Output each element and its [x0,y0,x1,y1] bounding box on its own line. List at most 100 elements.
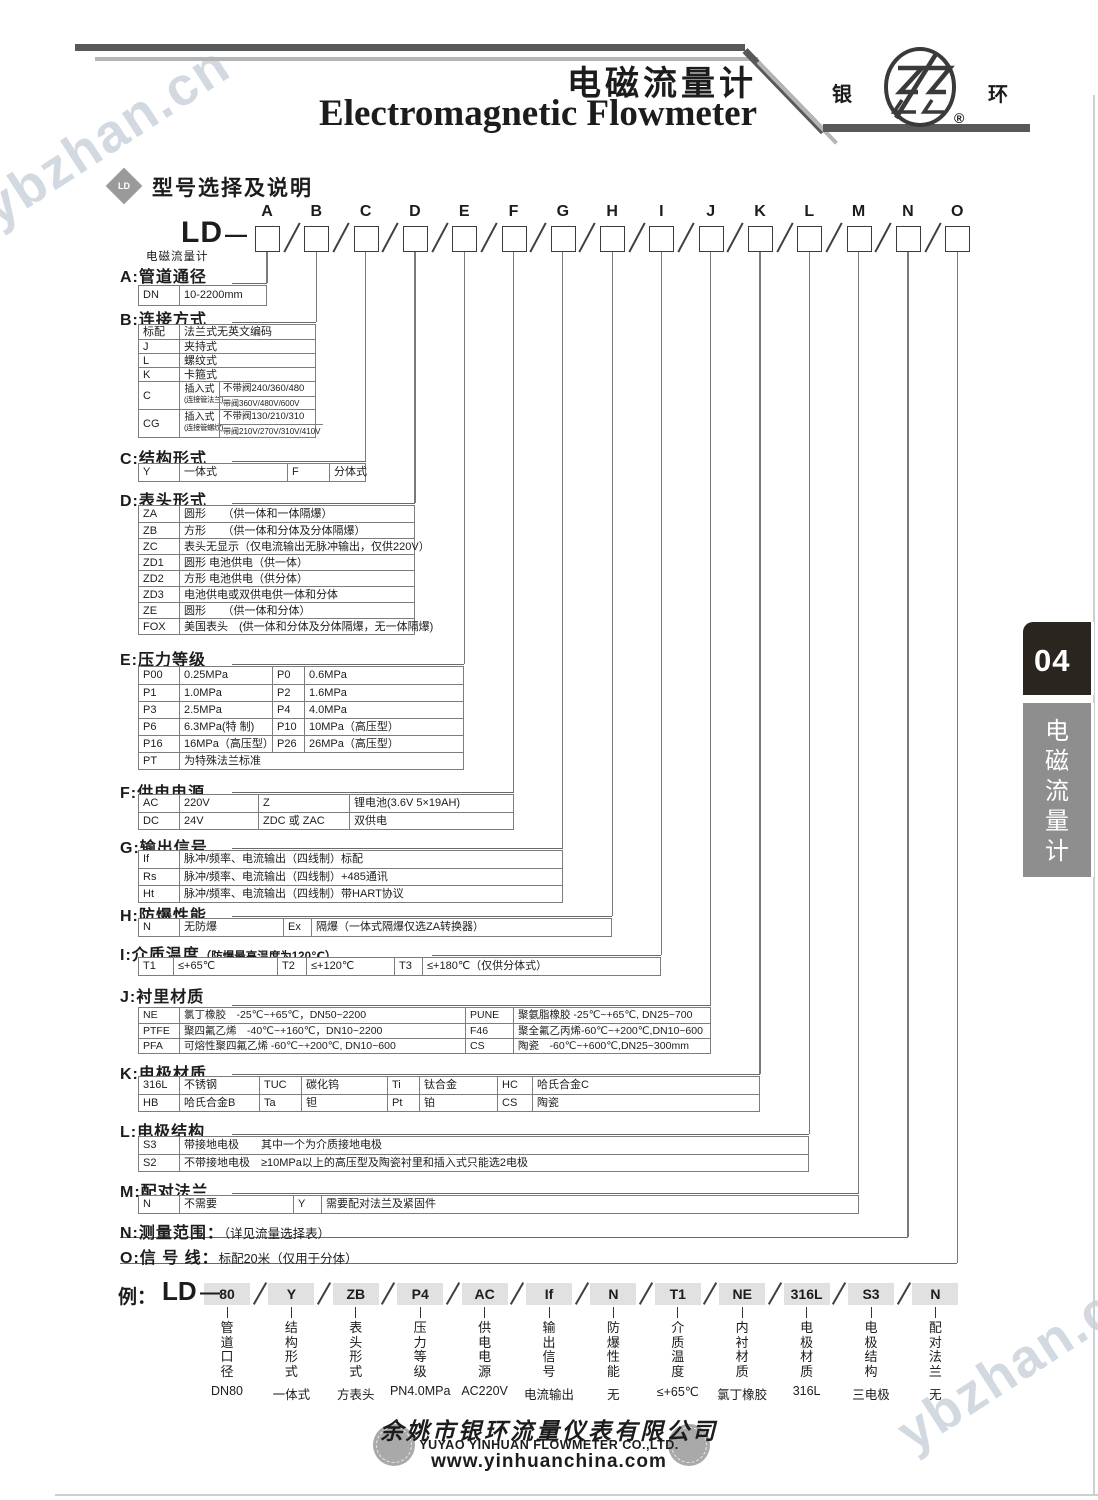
connector-line-I [660,252,663,955]
code-cell: P0 [272,667,304,684]
spec-table-M: N 不需要 Y 需要配对法兰及紧固件 [138,1195,859,1214]
section-title-text: O:信 号 线： [120,1250,219,1267]
code-cell: ZE [143,605,158,617]
code-cell: AC [143,797,159,809]
example-tick-line [484,1307,486,1318]
tab-border-line [1092,622,1094,695]
slash-separator [896,1282,911,1305]
code-cell: ZA [143,508,158,520]
example-tick-line [548,1307,550,1318]
spec-table-I: T1 ≤+65℃ T2 ≤+120℃ T3 ≤+180℃（仅供分体式） [138,957,662,976]
example-code-box: N [912,1283,959,1305]
slash-separator [767,1282,782,1305]
desc-cell: 法兰式无英文编码 [179,325,315,339]
desc-cell: 6.3MPa(特 制) [179,719,272,736]
ld-diamond-label: LD [118,181,130,191]
insert-type-cell: 插入式 (连接管法兰) [179,382,224,410]
code-cell: P4 [272,702,304,719]
connector-line-F [512,252,515,792]
code-cell: TUC [259,1077,301,1094]
table-row: P1 1.0MPa P2 1.6MPa [139,684,464,702]
example-code-box: P4 [397,1283,444,1305]
example-tick-line [612,1307,614,1318]
spec-table-D: ZA 圆形 （供一体和一体隔爆） ZB 方形 （供一体和分体及分体隔爆） ZC 表头无显示… [138,505,433,635]
desc-cell: 分体式 [329,464,371,481]
desc-cell: 碳化钨 [301,1077,387,1094]
footer-company-cn: 余姚市银环流量仪表有限公司 [380,1419,718,1444]
example-field-label: 结构形式 [284,1320,298,1379]
example-field-value: PN4.0MPa [389,1384,451,1398]
header-diagonal-light [756,60,838,145]
model-code-box-F [501,226,527,252]
example-field-value: ≤+65℃ [656,1385,699,1399]
desc-cell: 圆形 （供一体和分体） [179,603,414,619]
table-row: S3 带接地电极 其中一个为介质接地电极 [139,1137,808,1154]
code-cell: 316L [143,1079,168,1091]
table-row: PT 为特殊法兰标准 [139,752,464,770]
desc-cell: 铂 [419,1095,497,1112]
model-code-box-I [649,226,675,252]
code-cell: DC [143,815,159,827]
table-row: DN 10-2200mm [139,286,266,305]
example-field-label: 电极结构 [864,1320,878,1379]
section-title-E: E:压力等级 [120,646,206,670]
example-tick-line [741,1307,743,1318]
watermark-top-left: ybzhan.cn [0,34,241,238]
connector-line-A [266,252,268,283]
code-cell: P10 [272,719,304,736]
code-cell: HB [143,1097,159,1109]
example-code-box: Y [268,1283,315,1305]
slash-separator [628,222,646,253]
model-code-box-N [895,226,921,252]
title-rule-B [232,322,317,324]
model-prefix-dash: — [225,222,247,247]
example-tick-line [419,1307,421,1318]
slash-separator [316,1282,332,1305]
desc-cell: 方形 电池供电（供分体） [179,571,414,587]
code-cell: J [143,341,149,353]
slash-separator [923,222,942,253]
page-number-tab: 04 [1023,622,1091,695]
connector-line-D [414,252,416,503]
title-rule-L [232,1134,810,1136]
table-row: ZC 表头无显示（仅电流输出无脉冲输出，仅供220V） [139,538,430,555]
table-row: ZD1 圆形 电池供电（供一体） [139,554,414,571]
code-cell: CG [143,418,160,430]
insert-variant: 不带阀240/360/480 [223,383,305,394]
table-row: AC 220V Z 锂电池(3.6V 5×19AH) [139,795,513,812]
table-row: Ht 脉冲/频率、电流输出（四线制）带HART协议 [139,885,562,903]
desc-cell: 为特殊法兰标准 [179,753,463,770]
table-row: P3 2.5MPa P4 4.0MPa [139,701,464,719]
example-code-box: T1 [654,1283,701,1305]
table-row: PFA 可熔性聚四氟乙烯 -60℃~+200℃, DN10~600 CS 陶瓷 -60… [139,1038,710,1054]
example-field-label: 表头形式 [349,1320,363,1379]
insert-variant-cell: 不带阀240/360/480 带阀360V/480V/600V [219,382,316,410]
model-position-letter-M: M [851,203,866,220]
spec-table-F: AC 220V Z 锂电池(3.6V 5×19AH) DC 24V ZDC 或 ZAC 双供电 [138,794,514,830]
desc-cell: 1.0MPa [179,685,272,702]
example-field-label: 防爆性能 [606,1320,620,1379]
code-cell: P00 [143,669,163,681]
desc-cell: 1.6MPa [304,685,463,702]
spec-table-G: If 脉冲/频率、电流输出（四线制）标配 Rs 脉冲/频率、电流输出（四线制）+485… [138,850,563,903]
slash-separator [381,222,399,253]
desc-cell: 0.25MPa [179,667,272,684]
desc-cell: 10-2200mm [179,286,266,305]
code-cell: K [143,369,151,381]
table-row: NE 氯丁橡胶 -25℃~+65℃，DN50~2200 PUNE 聚氨脂橡胶 -25℃… [139,1008,710,1023]
section-title-text: E:压力等级 [120,652,207,669]
title-rule-J [232,1005,711,1007]
model-position-letter-O: O [950,203,964,220]
desc-cell: 16MPa（高压型） [179,736,274,753]
code-cell: 标配 [143,326,165,338]
example-tick-line [355,1307,357,1318]
title-rule-K [232,1074,760,1076]
example-field-value: 无 [929,1388,942,1402]
code-cell: N [143,921,151,933]
spec-table-H: N 无防爆 Ex 隔爆（一体式隔爆仅选ZA转换器） [138,918,613,937]
title-rule-I [432,955,662,957]
ld-diamond-badge: LD [105,167,143,205]
example-tick-line [226,1307,228,1318]
model-code-box-G [550,226,576,252]
code-cell: P1 [143,687,157,699]
